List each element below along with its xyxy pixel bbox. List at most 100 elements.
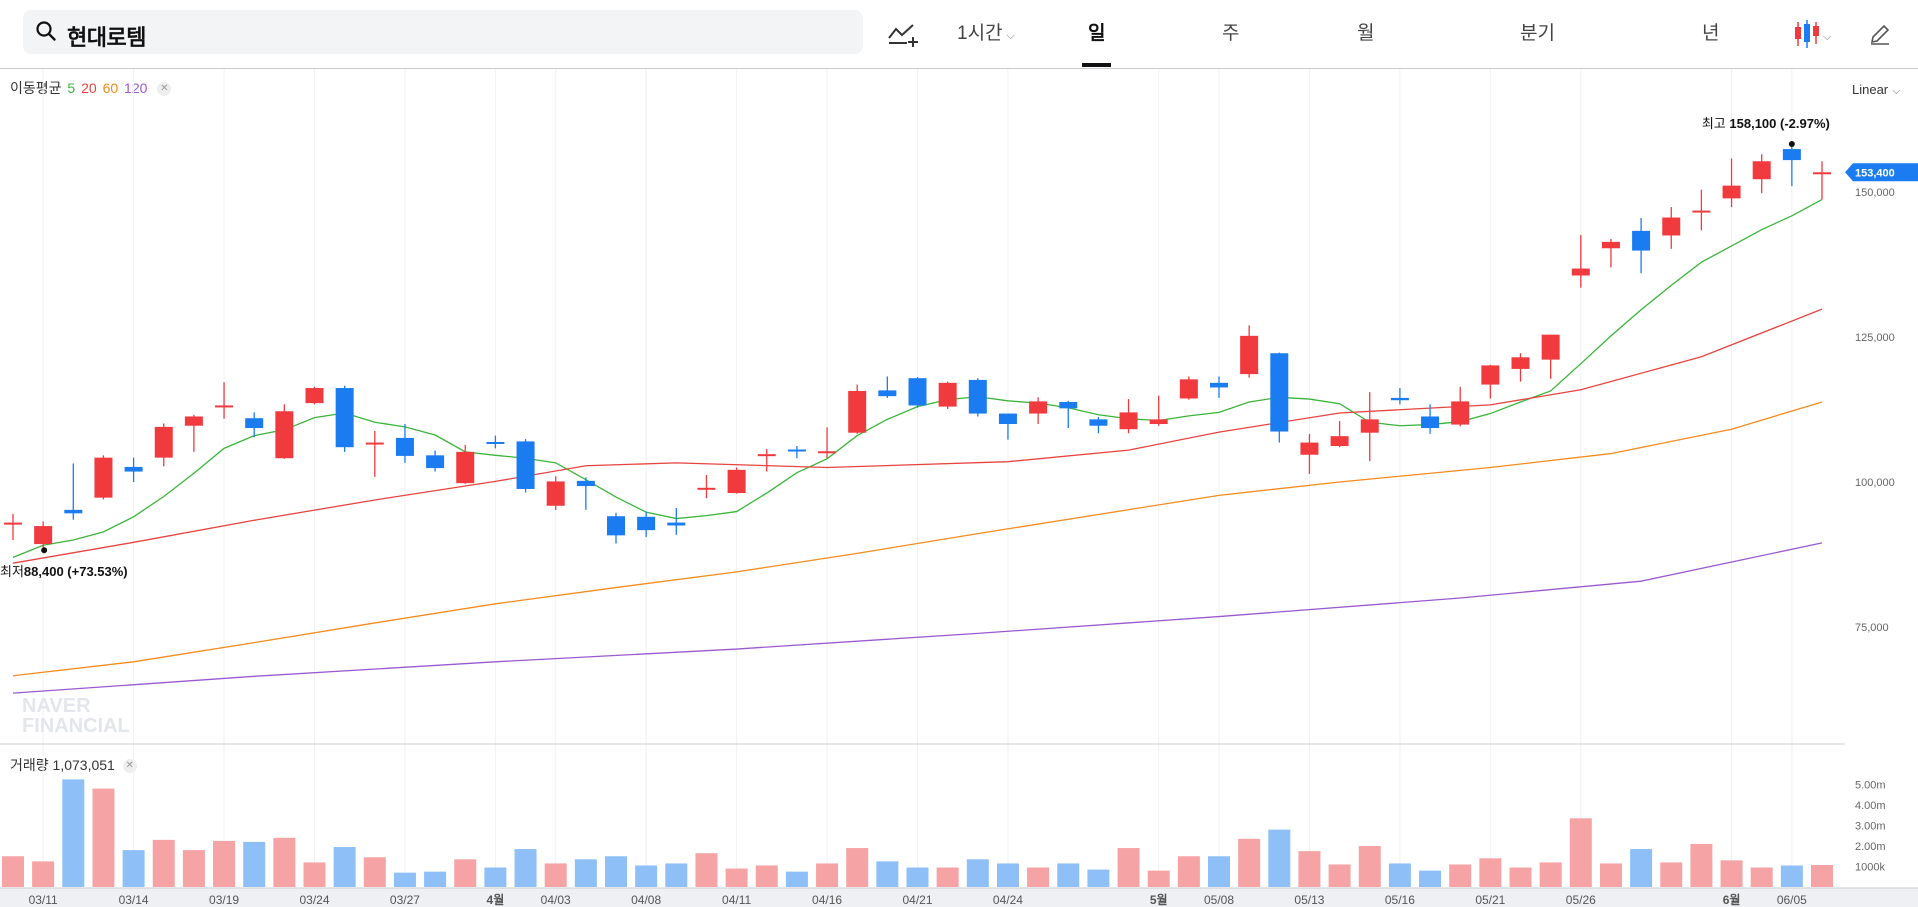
- tab-day[interactable]: 일: [1088, 23, 1106, 44]
- chevron-down-icon: ⌵: [1006, 30, 1015, 42]
- volume-bar: [1690, 843, 1713, 887]
- volume-bar: [816, 863, 839, 887]
- candle-body: [426, 455, 445, 469]
- grid: [42, 69, 1793, 888]
- date-axis: 03/11 03/14 03/19 03/24 03/27 4월 04/03 04/08 04/…: [29, 892, 1808, 907]
- candle-type-icon[interactable]: ⌵: [1792, 18, 1836, 50]
- add-indicator-icon[interactable]: [887, 20, 919, 48]
- tab-1hour[interactable]: 1시간 ⌵: [957, 23, 1015, 44]
- candle-body: [1210, 382, 1228, 388]
- low-label-value: 88,400 (+73.53%): [24, 564, 128, 579]
- current-price-marker: 153,400: [1845, 163, 1918, 182]
- volume-bar: [243, 841, 266, 887]
- low-label: 최저88,400 (+73.53%): [0, 564, 128, 579]
- search-icon: [36, 21, 56, 41]
- low-label-prefix: 최저: [0, 564, 24, 579]
- volume-bar: [785, 871, 808, 887]
- volume-bar: [363, 857, 386, 887]
- stock-chart[interactable]: NAVER FINANCIAL 150,000 125,000 100,000 75,…: [0, 69, 1918, 907]
- volume-bar: [1027, 867, 1050, 887]
- ma-legend: 이동평균 5 20 60 120 ✕: [10, 78, 173, 98]
- candle-body: [938, 382, 957, 407]
- volume-bar: [1268, 829, 1291, 887]
- date-tick-label: 04/08: [631, 893, 661, 907]
- candle-body: [516, 441, 535, 489]
- candle-body: [305, 388, 324, 404]
- candle-body: [395, 437, 414, 456]
- volume-bar: [1509, 867, 1532, 887]
- date-tick-label: 5월: [1150, 892, 1168, 907]
- volume-bar: [1539, 862, 1562, 887]
- candle-body: [697, 487, 716, 490]
- candle-body: [1601, 241, 1620, 249]
- volume-bar: [1660, 862, 1683, 887]
- volume-tick-label: 4.00m: [1855, 800, 1886, 812]
- ma120-line: [12, 542, 1823, 694]
- candle-body: [1149, 419, 1168, 424]
- candle-body: [1541, 334, 1560, 360]
- candle-body: [124, 466, 143, 472]
- current-price-tag: [1845, 163, 1918, 182]
- volume-bar: [273, 837, 296, 887]
- candle-body: [1089, 419, 1108, 426]
- tab-quarter[interactable]: 분기: [1520, 23, 1555, 44]
- date-tick-label: 03/24: [299, 893, 329, 907]
- candle-body: [787, 449, 806, 452]
- date-tick-label: 4월: [487, 892, 505, 907]
- candle-body: [154, 426, 173, 458]
- annotations: 최고 158,100 (-2.97%) 최저88,400 (+73.53%): [0, 116, 1830, 579]
- candle-body: [1692, 210, 1711, 213]
- candles: [4, 145, 1831, 550]
- price-tick-label: 75,000: [1855, 622, 1889, 634]
- volume-bar: [514, 849, 537, 887]
- date-tick-label: 6월: [1723, 892, 1741, 907]
- volume-bar: [62, 779, 85, 887]
- high-label: 최고 158,100 (-2.97%): [1702, 116, 1830, 131]
- scale-mode-dropdown[interactable]: Linear ⌵: [1852, 82, 1900, 98]
- ma120-label: 120: [124, 80, 148, 96]
- volume-bar: [1449, 864, 1472, 887]
- candle-body: [1722, 185, 1741, 199]
- volume-bar: [725, 868, 748, 887]
- tab-week[interactable]: 주: [1222, 23, 1240, 44]
- candle-body: [1481, 365, 1500, 385]
- pencil-icon[interactable]: [1868, 22, 1892, 46]
- candle-body: [1390, 397, 1409, 401]
- candle-body: [607, 516, 625, 536]
- volume-legend: 거래량 1,073,051 ✕: [10, 755, 137, 775]
- volume-bar: [333, 847, 356, 887]
- date-tick-label: 04/16: [812, 893, 842, 907]
- volume-tick-label: 1000k: [1855, 862, 1885, 874]
- volume-bar: [966, 859, 989, 887]
- close-icon[interactable]: ✕: [157, 82, 172, 97]
- volume-bar: [1298, 851, 1321, 887]
- date-tick-label: 04/03: [541, 893, 571, 907]
- candle-body: [757, 454, 776, 457]
- volume-bars: [2, 779, 1833, 887]
- volume-bar: [1238, 838, 1261, 887]
- stock-name: 현대로템: [67, 25, 146, 50]
- tab-year[interactable]: 년: [1702, 23, 1720, 44]
- candle-body: [1813, 172, 1831, 175]
- volume-bar: [1117, 848, 1140, 887]
- candle-body: [1752, 161, 1771, 180]
- price-tick-label: 100,000: [1855, 477, 1895, 489]
- high-label-value: 158,100 (-2.97%): [1729, 116, 1829, 131]
- svg-text:⌵: ⌵: [1823, 31, 1832, 43]
- price-axis: 150,000 125,000 100,000 75,000: [1855, 187, 1895, 634]
- chevron-down-icon: ⌵: [1892, 85, 1901, 97]
- candle-body: [1421, 416, 1440, 429]
- candle-body: [818, 451, 837, 454]
- candle-body: [184, 416, 203, 426]
- volume-bar: [182, 850, 205, 887]
- volume-bar: [1388, 863, 1411, 887]
- candle-body: [486, 441, 505, 444]
- candle-body: [215, 405, 234, 408]
- candle-body: [998, 413, 1017, 424]
- volume-bar: [1147, 870, 1170, 887]
- volume-bar: [1630, 849, 1653, 887]
- search-box[interactable]: 현대로템: [23, 10, 863, 54]
- tab-month[interactable]: 월: [1357, 23, 1375, 44]
- date-tick-label: 05/08: [1204, 893, 1234, 907]
- candle-body: [1782, 149, 1801, 161]
